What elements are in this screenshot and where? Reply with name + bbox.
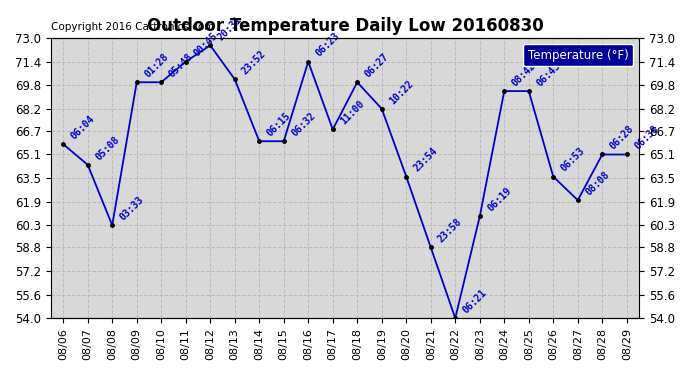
- Text: 20:31: 20:31: [216, 15, 244, 43]
- Text: 06:43: 06:43: [534, 60, 562, 88]
- Text: 06:32: 06:32: [289, 111, 317, 138]
- Text: 06:23: 06:23: [314, 31, 342, 59]
- Text: 08:42: 08:42: [510, 60, 538, 88]
- Text: 23:58: 23:58: [436, 217, 464, 244]
- Text: 23:52: 23:52: [240, 49, 268, 76]
- Text: 05:48: 05:48: [167, 52, 195, 80]
- Text: 23:54: 23:54: [412, 146, 440, 174]
- Text: 06:38: 06:38: [632, 124, 660, 152]
- Text: 06:19: 06:19: [485, 186, 513, 214]
- Text: 06:53: 06:53: [559, 146, 586, 174]
- Text: 11:00: 11:00: [338, 99, 366, 127]
- Text: Copyright 2016 Cartronics.com: Copyright 2016 Cartronics.com: [51, 22, 215, 32]
- Text: 08:08: 08:08: [583, 170, 611, 197]
- Text: 00:45: 00:45: [191, 31, 219, 59]
- Title: Outdoor Temperature Daily Low 20160830: Outdoor Temperature Daily Low 20160830: [147, 17, 544, 35]
- Text: 06:28: 06:28: [608, 124, 635, 152]
- Text: 05:08: 05:08: [93, 134, 121, 162]
- Text: 06:27: 06:27: [363, 52, 391, 80]
- Text: 06:15: 06:15: [265, 111, 293, 138]
- Text: 10:22: 10:22: [387, 78, 415, 106]
- Text: 01:28: 01:28: [142, 52, 170, 80]
- Text: 06:04: 06:04: [69, 114, 97, 141]
- Text: 03:33: 03:33: [118, 195, 146, 222]
- Text: 06:21: 06:21: [461, 288, 489, 315]
- Legend: Temperature (°F): Temperature (°F): [523, 44, 633, 66]
